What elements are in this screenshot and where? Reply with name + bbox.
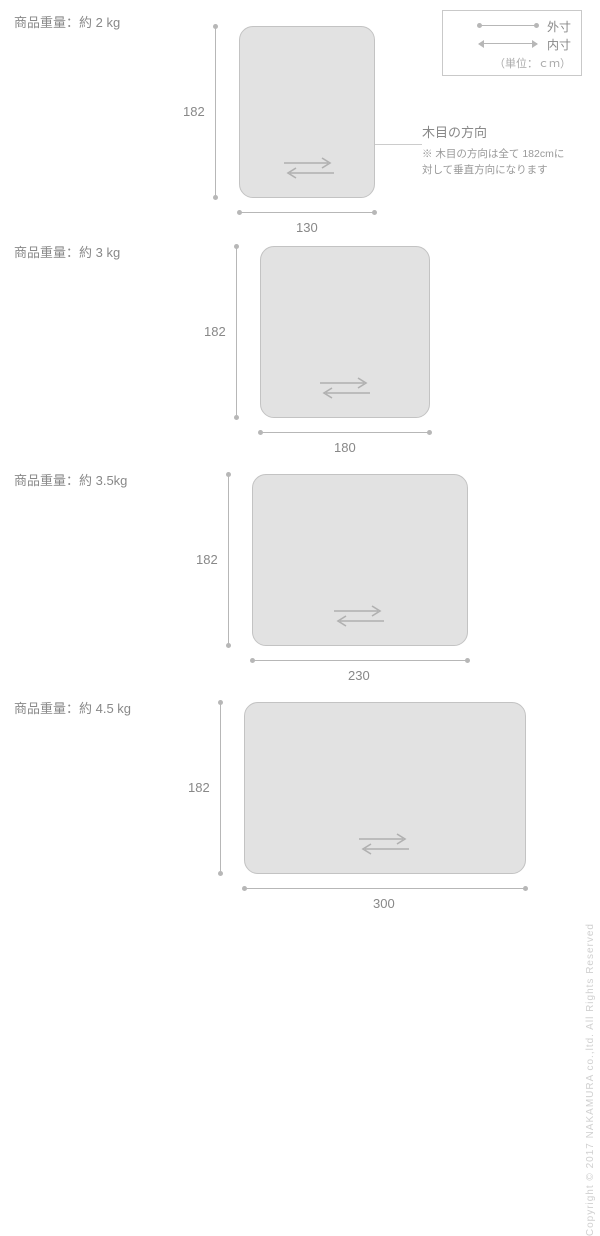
grain-direction-icon: [280, 154, 338, 182]
weight-label: 商品重量：約 3.5kg: [14, 470, 127, 489]
dim-vertical: [215, 26, 216, 198]
grain-direction-icon: [316, 374, 374, 402]
dim-horizontal-label: 300: [373, 896, 395, 911]
dim-horizontal-label: 230: [348, 668, 370, 683]
dim-horizontal: [260, 432, 430, 433]
dim-vertical-label: 182: [196, 552, 218, 567]
dim-horizontal: [244, 888, 526, 889]
size-section: 商品重量：約 3 kg 182 180: [0, 238, 600, 468]
dim-horizontal: [239, 212, 375, 213]
weight-label: 商品重量：約 2 kg: [14, 12, 120, 31]
grain-direction-icon: [330, 602, 388, 630]
size-section: 商品重量：約 4.5 kg 182 300: [0, 694, 600, 924]
dim-vertical: [228, 474, 229, 646]
dim-horizontal: [252, 660, 468, 661]
dim-horizontal-label: 180: [334, 440, 356, 455]
dim-vertical-label: 182: [183, 104, 205, 119]
copyright: Copyright © 2017 NAKAMURA co.,ltd. All R…: [585, 923, 596, 1236]
weight-label: 商品重量：約 3 kg: [14, 242, 120, 261]
dim-vertical: [220, 702, 221, 874]
dim-vertical: [236, 246, 237, 418]
grain-direction-icon: [355, 830, 413, 858]
dim-horizontal-label: 130: [296, 220, 318, 235]
weight-label: 商品重量：約 4.5 kg: [14, 698, 131, 717]
dim-vertical-label: 182: [188, 780, 210, 795]
size-section: 商品重量：約 3.5kg 182 230: [0, 466, 600, 696]
dim-vertical-label: 182: [204, 324, 226, 339]
size-section: 商品重量：約 2 kg 182 130: [0, 8, 600, 238]
